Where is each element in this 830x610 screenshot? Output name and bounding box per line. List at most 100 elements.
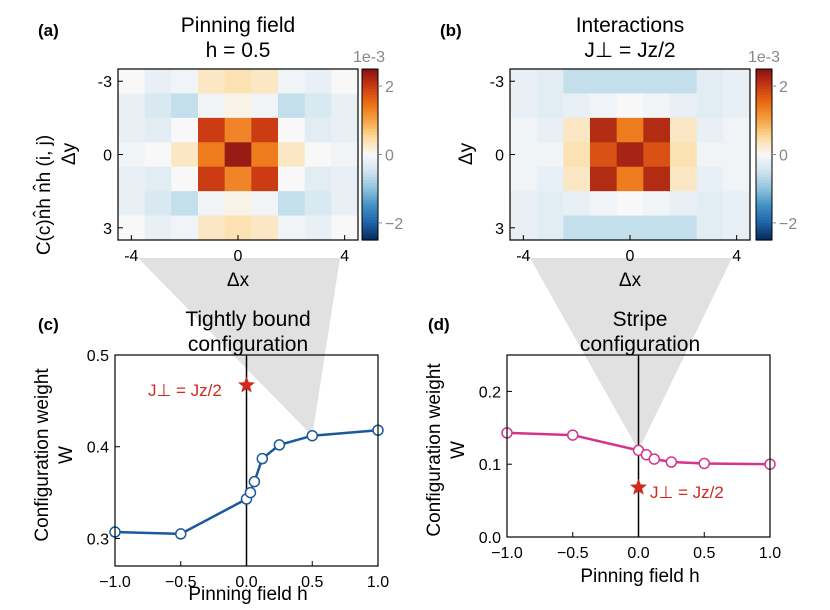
colorbar-segment — [756, 128, 772, 133]
colorbar-segment — [362, 225, 378, 230]
colorbar-tick-label: 0 — [385, 148, 394, 165]
data-point — [648, 453, 661, 465]
heatmap-cell — [224, 166, 252, 192]
colorbar-segment — [362, 143, 378, 147]
heatmap-cell — [536, 166, 564, 192]
heatmap-cell — [696, 69, 724, 94]
heatmap-cell — [278, 191, 306, 217]
data-point — [665, 456, 678, 468]
panel-d-label: (d) — [428, 315, 450, 334]
data-point — [567, 429, 579, 441]
colorbar-segment — [756, 77, 772, 81]
heatmap-cell — [198, 93, 226, 119]
colorbar-segment — [756, 100, 772, 104]
heatmap-cell — [563, 191, 591, 217]
colorbar-segment — [756, 126, 772, 130]
heatmap-cell — [590, 191, 618, 217]
colorbar-segment — [362, 114, 378, 119]
heatmap-cell — [144, 191, 172, 217]
heatmap-cell — [331, 191, 359, 217]
colorbar-segment — [362, 140, 378, 144]
heatmap-cell — [251, 166, 279, 192]
colorbar-segment — [756, 197, 772, 201]
colorbar-segment — [362, 183, 378, 187]
heatmap-cell — [171, 117, 199, 143]
heatmap-cell — [616, 142, 644, 168]
x-tick-label: -4 — [516, 248, 530, 265]
panel-d-ylabel-line2: W — [448, 441, 469, 459]
heatmap-cell — [563, 166, 591, 192]
heatmap-cell — [616, 117, 644, 143]
colorbar-segment — [756, 180, 772, 184]
panel-c-xlabel: Pinning field h — [188, 584, 307, 605]
heatmap-cell — [278, 93, 306, 119]
data-point — [256, 452, 269, 465]
heatmap-cell — [304, 215, 332, 241]
heatmap-cell — [536, 69, 564, 94]
heatmap-cell — [278, 166, 306, 192]
colorbar-segment — [756, 117, 772, 121]
colorbar-segment — [756, 234, 772, 238]
colorbar-segment — [362, 123, 378, 127]
colorbar-segment — [362, 71, 378, 76]
colorbar-segment — [756, 114, 772, 119]
heatmap-cell — [144, 93, 172, 119]
heatmap-cell — [670, 117, 698, 143]
heatmap-cell — [304, 69, 332, 94]
heatmap-cell — [224, 142, 252, 168]
panel-c-title-line1: Tightly bound — [185, 308, 310, 331]
colorbar-segment — [362, 69, 378, 73]
panel-a-title-line1: Pinning field — [181, 14, 295, 37]
heatmap-cell — [696, 166, 724, 192]
colorbar-segment — [756, 120, 772, 124]
data-point — [698, 457, 710, 470]
y-tick-label: 0.4 — [87, 440, 109, 457]
heatmap-cell — [144, 215, 172, 241]
colorbar-segment — [362, 86, 378, 90]
y-tick-label: 0.1 — [479, 457, 501, 474]
colorbar-segment — [756, 222, 772, 227]
heatmap-cell — [171, 142, 199, 168]
colorbar-tick-label: 2 — [385, 79, 394, 96]
colorbar-segment — [756, 88, 772, 93]
colorbar-segment — [362, 91, 378, 96]
heatmap-cell — [304, 117, 332, 143]
colorbar-segment — [362, 120, 378, 124]
colorbar-segment — [362, 163, 378, 167]
colorbar-segment — [362, 168, 378, 173]
data-point — [273, 439, 286, 451]
colorbar-segment — [756, 91, 772, 96]
colorbar-segment — [756, 160, 772, 164]
colorbar-segment — [362, 194, 378, 198]
y-tick-label: 0.0 — [479, 530, 501, 547]
heatmap-cell — [696, 93, 724, 119]
colorbar-segment — [756, 163, 772, 167]
colorbar-segment — [362, 180, 378, 184]
heatmap-cell — [331, 69, 359, 94]
panel-a-heatmap: (a) Pinning field h = 0.5 -4 0 4 -3 0 3 Δx Δy… — [33, 14, 403, 291]
colorbar-segment — [362, 83, 378, 87]
colorbar-segment — [362, 202, 378, 207]
colorbar-segment — [756, 168, 772, 173]
x-tick-label: 4 — [340, 248, 349, 265]
heatmap-cell — [670, 166, 698, 192]
x-tick-label: 1.0 — [367, 574, 389, 591]
heatmap-cell — [723, 166, 751, 192]
heatmap-cell — [510, 117, 538, 143]
data-point — [175, 528, 187, 540]
heatmap-cell — [144, 69, 172, 94]
heatmap-cell — [670, 191, 698, 217]
panel-d-xlabel: Pinning field h — [580, 566, 699, 587]
heatmap-cell — [331, 117, 359, 143]
y-tick-label: 0.3 — [87, 531, 109, 548]
colorbar-segment — [756, 194, 772, 198]
heatmap-cell — [510, 191, 538, 217]
colorbar-segment — [362, 137, 378, 141]
heatmap-cell — [331, 93, 359, 119]
colorbar-segment — [756, 83, 772, 87]
colorbar-segment — [362, 160, 378, 164]
heatmap-cell — [304, 93, 332, 119]
colorbar-segment — [362, 165, 378, 170]
x-tick-label: −1.0 — [99, 574, 131, 591]
x-tick-label: 0.5 — [693, 545, 715, 562]
